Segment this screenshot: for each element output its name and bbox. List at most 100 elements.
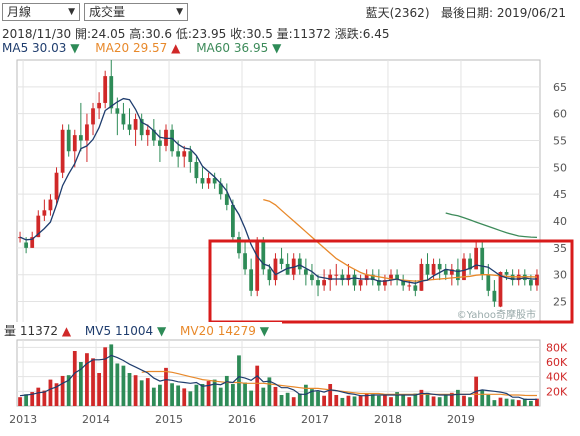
volume-bar: [528, 400, 533, 406]
candle-body: [91, 108, 95, 125]
volume-bar: [48, 379, 53, 406]
candle-body: [109, 76, 114, 109]
volume-bar: [170, 383, 174, 406]
stock-name: 藍天(2362): [365, 6, 430, 20]
volume-bar: [425, 392, 430, 406]
volume-tick-label: 80K: [546, 341, 568, 354]
volume-bar: [97, 373, 101, 406]
candle-body: [121, 113, 126, 125]
volume-bar: [30, 392, 35, 406]
price-tick-label: 40: [553, 215, 567, 228]
ma60-trend-icon: ▼: [272, 41, 282, 55]
ma20-legend: MA20 29.57 ▲: [95, 41, 180, 55]
volume-bar: [206, 381, 211, 406]
volume-bar: [139, 380, 144, 406]
candle-body: [468, 258, 472, 270]
volume-bar: [18, 397, 22, 406]
volume-legend: 量 11372 ▲ MV5 11004 ▼ MV20 14279 ▼: [4, 322, 282, 339]
volume-bar: [212, 379, 217, 406]
candle-body: [231, 204, 235, 238]
period-select[interactable]: 月線 ▼: [2, 3, 80, 21]
volume-bar: [54, 383, 59, 406]
volume-bar: [358, 395, 363, 406]
candle-body: [443, 269, 448, 275]
candle-body: [419, 263, 424, 291]
year-tick-label: 2013: [9, 413, 37, 426]
ma5-legend: MA5 30.03 ▼: [2, 41, 79, 55]
ohlc-info: 2018/11/30 開:24.05 高:30.6 低:23.95 收:30.5…: [2, 25, 389, 42]
volume-bar: [297, 393, 302, 406]
candle-body: [352, 274, 357, 286]
volume-bar: [127, 373, 132, 406]
candle-body: [346, 274, 351, 281]
candle-body: [206, 178, 211, 184]
ma-legend: MA5 30.03 ▼ MA20 29.57 ▲ MA60 36.95 ▼: [2, 41, 293, 55]
latest-date: 2019/06/21: [496, 6, 566, 20]
volume-bar: [91, 358, 95, 406]
year-tick-label: 2019: [447, 413, 475, 426]
volume-bar: [431, 396, 436, 406]
candle-body: [456, 269, 460, 281]
candle-body: [212, 178, 217, 184]
candle-body: [328, 274, 333, 281]
close-label: 收:: [230, 27, 247, 41]
candle-body: [486, 274, 491, 291]
volume-bar: [285, 392, 290, 406]
vol-value: 11372: [19, 324, 59, 338]
volume-bar: [261, 387, 266, 406]
price-tick-label: 55: [553, 135, 567, 148]
candle-body: [255, 242, 260, 291]
volume-bar: [279, 395, 284, 406]
volume-bar: [322, 395, 326, 406]
volume-bar: [456, 389, 460, 406]
year-tick-label: 2018: [374, 413, 402, 426]
candle-body: [237, 237, 241, 254]
candle-body: [194, 161, 199, 179]
ma20-value: 29.57: [132, 41, 168, 55]
candle-body: [151, 129, 156, 141]
volume-bar: [334, 395, 339, 406]
volume-bar: [121, 365, 126, 406]
dropdown-arrow-icon: ▼: [176, 7, 183, 17]
mv20-trend-icon: ▼: [259, 324, 269, 338]
volume-bar: [60, 375, 65, 406]
candle-body: [176, 151, 181, 157]
candle-body: [334, 274, 339, 276]
candle-body: [535, 274, 539, 286]
candle-body: [72, 135, 77, 152]
mv5-line: [19, 354, 537, 400]
volume-bar: [407, 397, 412, 406]
low-label: 低:: [175, 27, 192, 41]
ma60-legend: MA60 36.95 ▼: [196, 41, 281, 55]
candle-body: [437, 263, 442, 270]
volume-bar: [72, 351, 77, 406]
volume-bar: [419, 389, 424, 406]
close-value: 30.5: [246, 27, 273, 41]
volume-bar: [85, 353, 89, 406]
candle-body: [85, 124, 89, 141]
volume-bar: [176, 385, 181, 406]
candle-body: [303, 269, 308, 275]
volume-bar: [42, 390, 47, 406]
volume-bar: [389, 397, 393, 406]
volume-bar: [200, 384, 205, 406]
price-tick-label: 60: [553, 108, 567, 121]
candle-body: [413, 285, 418, 291]
candle-body: [376, 280, 381, 286]
year-tick-label: 2017: [301, 413, 329, 426]
candle-body: [66, 129, 71, 152]
volume-bar: [151, 387, 156, 406]
volume-bar: [504, 398, 509, 406]
volume-bar: [364, 393, 369, 406]
ma5-label: MA5: [2, 41, 29, 55]
candle-body: [449, 269, 454, 275]
volume-bar: [182, 388, 187, 406]
candle-body: [36, 215, 41, 238]
mv20-label: MV20: [180, 324, 214, 338]
candle-body: [504, 272, 509, 275]
candle-body: [97, 102, 101, 109]
candle-body: [322, 280, 326, 286]
indicator-select[interactable]: 成交量 ▼: [84, 3, 188, 21]
indicator-select-value: 成交量: [89, 5, 126, 19]
low-value: 23.95: [191, 27, 227, 41]
